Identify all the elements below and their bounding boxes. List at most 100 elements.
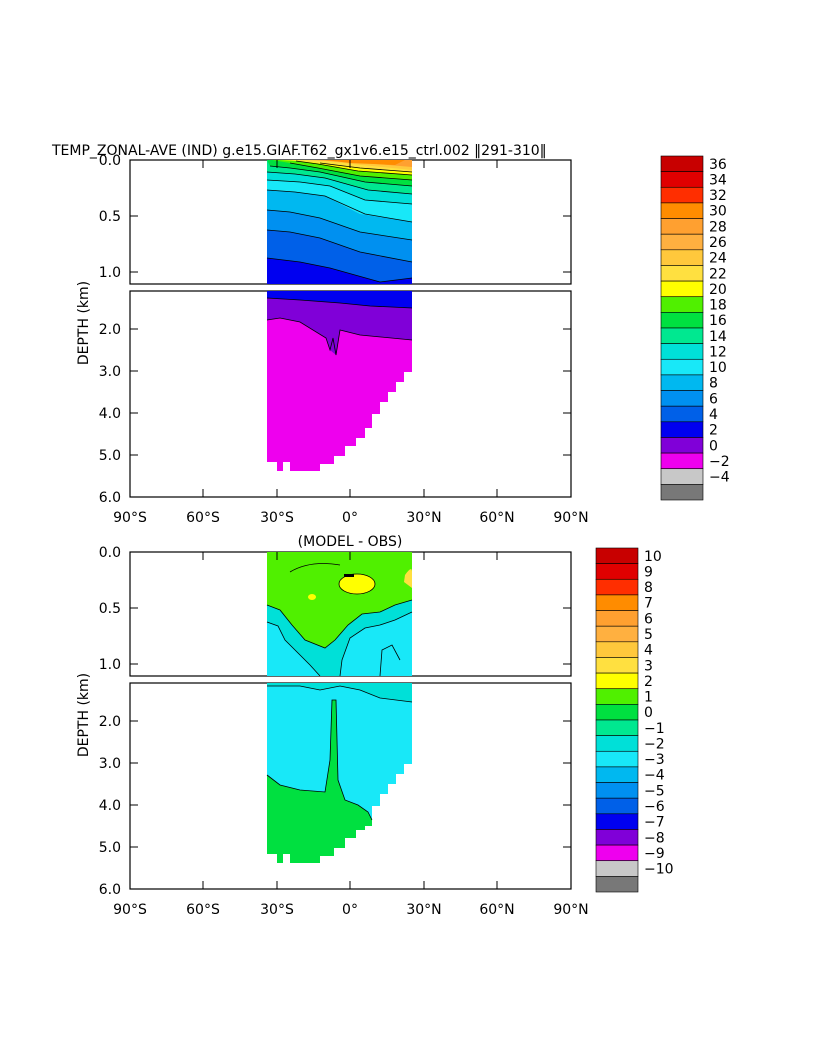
bottom-ytick-3: 2.0 [99,714,121,730]
colorbar-swatch [660,468,704,485]
colorbar-label: 12 [709,344,727,360]
colorbar-swatch [595,657,639,674]
colorbar-label: −4 [709,470,730,486]
colorbar-label: 18 [709,298,727,314]
colorbar-swatch [595,704,639,721]
colorbar-swatch [595,860,639,877]
bottom-warm-edge [404,569,412,588]
top-x-axis: 90°S 60°S 30°S 0° 30°N 60°N 90°N [113,160,589,526]
colorbar-swatch [595,688,639,705]
bottom-xtick-0: 90°S [113,902,147,918]
colorbar-swatch [660,343,704,360]
top-xtick-4: 30°N [406,510,441,526]
colorbar-label: 8 [709,376,718,392]
colorbar-label: 36 [709,157,727,173]
colorbar-swatch [660,421,704,438]
top-xtick-3: 0° [342,510,358,526]
bottom-xtick-1: 60°S [186,902,220,918]
colorbar-label: 28 [709,219,727,235]
bottom-warm-dot [308,594,316,600]
colorbar-swatch [660,155,704,172]
colorbar-swatch [660,390,704,407]
bottom-ytick-7: 6.0 [99,882,121,898]
colorbar-label: −8 [644,830,665,846]
colorbar-label: −7 [644,815,665,831]
top-ylabel: DEPTH (km) [76,281,92,365]
colorbar-label: 0 [644,705,653,721]
colorbar-swatch [595,782,639,799]
colorbar-swatch [595,735,639,752]
colorbar-swatch [595,797,639,815]
colorbar-swatch [595,719,639,736]
colorbar-swatch [660,327,704,344]
colorbar-label: 8 [644,580,653,596]
colorbar-label: −10 [644,862,674,878]
colorbar-swatch [595,876,639,893]
bottom-warm-patch [339,574,375,594]
top-xtick-2: 30°S [260,510,294,526]
bottom-y-axis: 0.0 0.5 1.0 2.0 3.0 4.0 5.0 6.0 DEPTH (k… [76,545,571,898]
bottom-panel: (MODEL - OBS) [76,534,674,918]
top-xtick-6: 90°N [553,510,588,526]
colorbar-label: 22 [709,266,727,282]
colorbar-swatch [595,844,639,862]
colorbar-label: 30 [709,204,727,220]
colorbar-label: 10 [644,549,662,565]
top-xtick-5: 60°N [479,510,514,526]
bottom-ytick-1: 0.5 [99,601,121,617]
bottom-dark-mark [344,574,354,577]
bottom-title: (MODEL - OBS) [298,534,403,550]
colorbar-swatch [595,766,639,783]
colorbar-swatch [660,358,704,376]
bottom-lower-field [266,683,413,863]
colorbar-swatch [660,374,704,391]
top-title: TEMP_ZONAL-AVE (IND) g.e15.GIAF.T62_gx1v… [51,143,547,159]
colorbar-swatch [660,280,704,298]
bottom-xtick-6: 90°N [553,902,588,918]
colorbar-label: −4 [644,768,665,784]
colorbar-swatch [595,641,639,658]
colorbar-swatch [595,829,639,846]
top-region-2to4 [267,291,412,355]
colorbar-swatch [595,672,639,690]
top-xtick-0: 90°S [113,510,147,526]
colorbar-swatch [660,437,704,454]
colorbar-label: 4 [644,643,653,659]
bottom-region-top-lower [267,683,412,702]
colorbar-label: 9 [644,564,653,580]
bottom-region-0to1-lower [267,700,372,863]
bottom-ylabel: DEPTH (km) [76,673,92,757]
colorbar-swatch [595,610,639,627]
top-upper-field [266,160,413,284]
colorbar-swatch [660,312,704,329]
top-xtick-1: 60°S [186,510,220,526]
colorbar-swatch [660,405,704,423]
colorbar-label: 2 [709,423,718,439]
colorbar-label: 16 [709,313,727,329]
top-ytick-3: 2.0 [99,322,121,338]
bottom-ytick-6: 5.0 [99,840,121,856]
bottom-x-axis: 90°S 60°S 30°S 0° 30°N 60°N 90°N [113,552,589,918]
colorbar-label: 6 [709,391,718,407]
bottom-xtick-2: 30°S [260,902,294,918]
colorbar-swatch [660,484,704,501]
top-ytick-1: 0.5 [99,209,121,225]
bottom-xtick-5: 60°N [479,902,514,918]
colorbar-swatch [660,202,704,219]
colorbar-label: 34 [709,172,727,188]
top-region-4to6 [267,291,412,308]
bottom-xtick-4: 30°N [406,902,441,918]
top-lower-field [266,291,413,471]
bottom-ytick-2: 1.0 [99,657,121,673]
colorbar-swatch [660,218,704,235]
bottom-ytick-4: 3.0 [99,756,121,772]
top-y-axis: 0.0 0.5 1.0 2.0 3.0 4.0 5.0 6.0 DEPTH (k… [76,153,571,506]
colorbar-label: 4 [709,407,718,423]
colorbar-label: 2 [644,674,653,690]
bottom-xtick-3: 0° [342,902,358,918]
colorbar-swatch [595,625,639,643]
colorbar-swatch [660,186,704,204]
colorbar-swatch [595,594,639,611]
top-panel: TEMP_ZONAL-AVE (IND) g.e15.GIAF.T62_gx1v… [51,143,730,526]
